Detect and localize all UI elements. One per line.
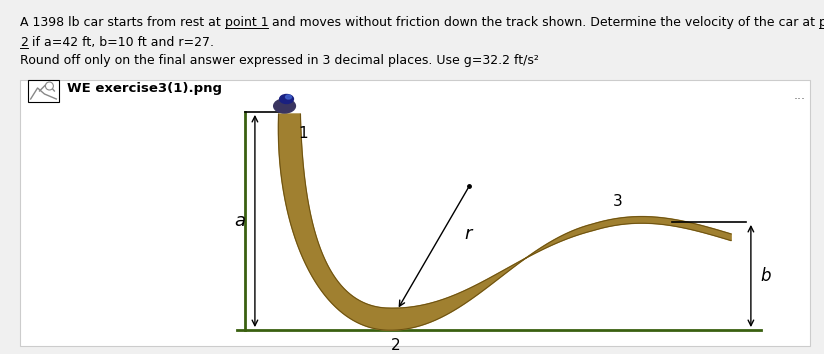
Text: point 1: point 1	[224, 16, 268, 29]
Polygon shape	[279, 114, 731, 330]
Ellipse shape	[274, 99, 296, 113]
Text: 1: 1	[298, 126, 308, 141]
Text: r: r	[465, 225, 472, 243]
Text: point: point	[819, 16, 824, 29]
Circle shape	[45, 82, 54, 90]
Ellipse shape	[286, 95, 292, 99]
Text: WE exercise3(1).png: WE exercise3(1).png	[68, 82, 222, 95]
Bar	[20, 80, 810, 346]
Text: 3: 3	[612, 194, 622, 209]
Ellipse shape	[279, 95, 293, 103]
Text: ...: ...	[794, 89, 805, 102]
Text: a: a	[235, 212, 246, 230]
Text: Round off only on the final answer expressed in 3 decimal places. Use g=32.2 ft/: Round off only on the final answer expre…	[20, 54, 539, 67]
Text: and moves without friction down the track shown. Determine the velocity of the c: and moves without friction down the trac…	[268, 16, 819, 29]
Text: if a=42 ft, b=10 ft and r=27.: if a=42 ft, b=10 ft and r=27.	[28, 36, 213, 49]
Text: A 1398 lb car starts from rest at: A 1398 lb car starts from rest at	[20, 16, 224, 29]
Bar	[28, 80, 59, 102]
Text: 2: 2	[20, 36, 28, 49]
Text: b: b	[761, 267, 771, 285]
Text: 2: 2	[391, 338, 400, 353]
